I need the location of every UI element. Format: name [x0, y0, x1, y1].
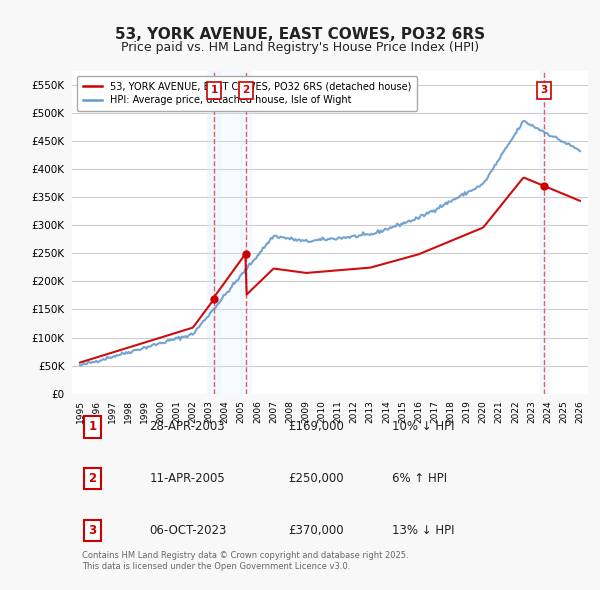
Text: £370,000: £370,000	[289, 524, 344, 537]
Text: Contains HM Land Registry data © Crown copyright and database right 2025.
This d: Contains HM Land Registry data © Crown c…	[82, 552, 409, 571]
Text: 53, YORK AVENUE, EAST COWES, PO32 6RS: 53, YORK AVENUE, EAST COWES, PO32 6RS	[115, 27, 485, 41]
Bar	[539, 71, 549, 394]
Text: 6% ↑ HPI: 6% ↑ HPI	[392, 472, 447, 485]
Text: £169,000: £169,000	[289, 421, 344, 434]
Text: 2: 2	[242, 86, 250, 96]
Text: £250,000: £250,000	[289, 472, 344, 485]
Text: Price paid vs. HM Land Registry's House Price Index (HPI): Price paid vs. HM Land Registry's House …	[121, 41, 479, 54]
Text: 1: 1	[211, 86, 218, 96]
Text: 28-APR-2003: 28-APR-2003	[149, 421, 225, 434]
Text: 3: 3	[89, 524, 97, 537]
Bar	[209, 71, 241, 394]
Text: 3: 3	[541, 86, 548, 96]
Text: 10% ↓ HPI: 10% ↓ HPI	[392, 421, 454, 434]
Text: 13% ↓ HPI: 13% ↓ HPI	[392, 524, 454, 537]
Bar	[241, 71, 251, 394]
Text: 2: 2	[89, 472, 97, 485]
Bar	[208, 71, 220, 394]
Text: 1: 1	[89, 421, 97, 434]
Text: 11-APR-2005: 11-APR-2005	[149, 472, 225, 485]
Text: 06-OCT-2023: 06-OCT-2023	[149, 524, 227, 537]
Legend: 53, YORK AVENUE, EAST COWES, PO32 6RS (detached house), HPI: Average price, deta: 53, YORK AVENUE, EAST COWES, PO32 6RS (d…	[77, 76, 417, 112]
